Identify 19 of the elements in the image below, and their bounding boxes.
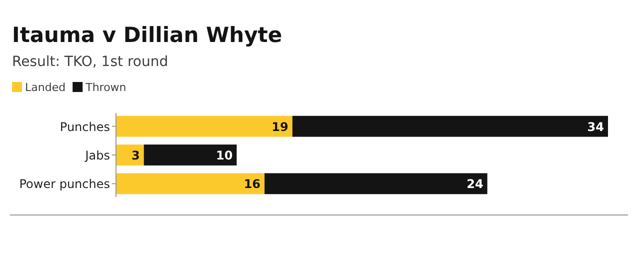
legend-label: Thrown <box>84 81 126 94</box>
data-label: 3 <box>131 148 140 162</box>
y-tick-label: Power punches <box>19 177 110 192</box>
bar <box>116 116 292 137</box>
y-tick-label: Punches <box>60 120 110 134</box>
bar <box>116 144 144 166</box>
data-label: 16 <box>244 177 261 192</box>
data-label: 34 <box>587 120 604 134</box>
bar <box>144 144 237 166</box>
bar <box>292 116 608 137</box>
bar <box>264 173 488 194</box>
data-label: 10 <box>216 148 233 162</box>
y-tick-label: Jabs <box>84 148 110 162</box>
legend-label: Landed <box>25 81 66 94</box>
bar <box>116 173 265 194</box>
data-label: 24 <box>466 177 484 192</box>
data-label: 19 <box>272 120 288 134</box>
chart-title: Itauma v Dillian Whyte <box>12 23 282 47</box>
chart-subtitle: Result: TKO, 1st round <box>12 54 168 70</box>
